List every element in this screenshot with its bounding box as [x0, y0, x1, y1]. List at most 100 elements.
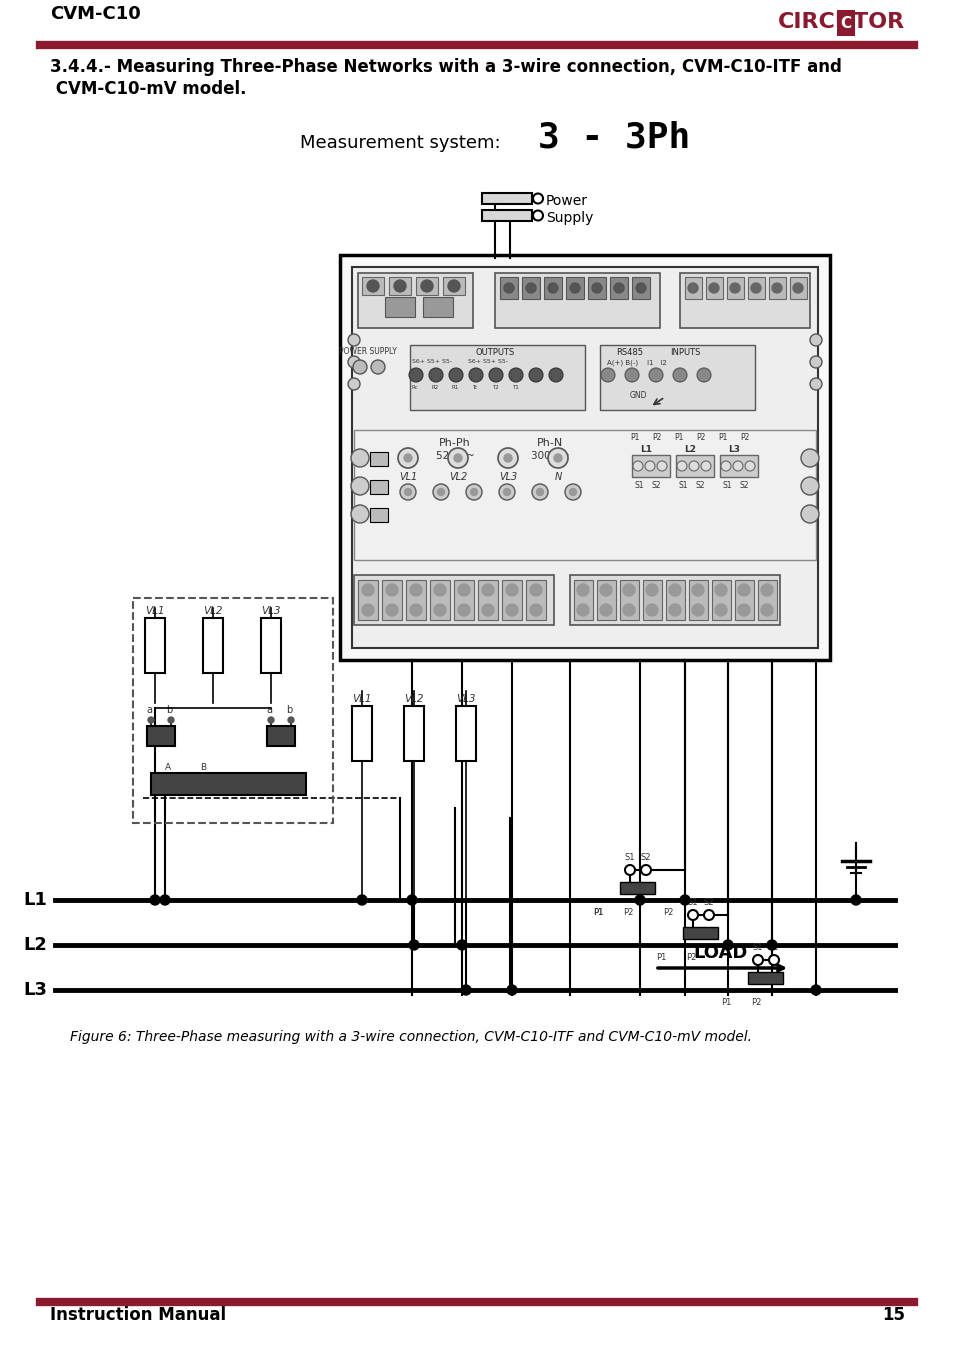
Circle shape: [679, 895, 689, 905]
Circle shape: [168, 717, 173, 724]
Circle shape: [454, 454, 461, 462]
Text: P2: P2: [622, 909, 633, 917]
Text: CVM-C10: CVM-C10: [50, 5, 141, 23]
Text: P2: P2: [685, 953, 696, 963]
Circle shape: [691, 603, 703, 616]
Circle shape: [351, 477, 369, 495]
Circle shape: [645, 585, 658, 595]
Text: INPUTS: INPUTS: [669, 348, 700, 356]
Circle shape: [533, 211, 542, 220]
Bar: [422, 297, 453, 317]
Text: VL1: VL1: [145, 606, 165, 616]
Text: P2: P2: [662, 909, 673, 917]
Text: S2: S2: [640, 853, 651, 863]
Text: L3: L3: [23, 981, 47, 999]
Bar: [430, 580, 450, 620]
Circle shape: [622, 585, 635, 595]
Text: P2: P2: [696, 433, 705, 441]
Circle shape: [624, 865, 635, 875]
Bar: [684, 277, 701, 298]
Circle shape: [394, 279, 406, 292]
Bar: [354, 431, 815, 560]
Circle shape: [809, 356, 821, 369]
Text: Power: Power: [545, 194, 587, 208]
Circle shape: [547, 448, 567, 468]
Bar: [416, 277, 437, 296]
Text: S1: S1: [624, 853, 635, 863]
Text: P1: P1: [655, 953, 665, 963]
Text: VL3: VL3: [456, 694, 476, 703]
Circle shape: [622, 603, 635, 616]
Bar: [495, 273, 659, 328]
Circle shape: [569, 489, 576, 495]
Bar: [543, 277, 561, 298]
Bar: [642, 580, 661, 620]
Bar: [370, 481, 388, 494]
Bar: [682, 927, 718, 940]
Circle shape: [460, 986, 471, 995]
Circle shape: [722, 940, 732, 950]
Circle shape: [351, 450, 369, 467]
Text: Ph-Ph: Ph-Ph: [438, 437, 471, 448]
Circle shape: [600, 369, 615, 382]
Bar: [403, 706, 423, 761]
Text: T2: T2: [491, 385, 497, 390]
Circle shape: [760, 603, 772, 616]
Bar: [381, 580, 401, 620]
Text: b: b: [166, 705, 172, 716]
Circle shape: [353, 360, 367, 374]
Circle shape: [850, 895, 861, 905]
Bar: [711, 580, 730, 620]
Bar: [726, 277, 743, 298]
Bar: [569, 575, 780, 625]
Text: S2: S2: [696, 481, 705, 490]
Bar: [631, 277, 649, 298]
Bar: [679, 273, 809, 328]
Circle shape: [599, 585, 612, 595]
Text: S1: S1: [687, 898, 698, 907]
Circle shape: [548, 369, 562, 382]
Circle shape: [433, 485, 449, 500]
Bar: [354, 575, 554, 625]
Bar: [599, 346, 754, 410]
Bar: [389, 277, 411, 296]
Bar: [565, 277, 583, 298]
Circle shape: [509, 369, 522, 382]
Text: VL1: VL1: [352, 694, 372, 703]
Circle shape: [809, 378, 821, 390]
Circle shape: [599, 603, 612, 616]
Text: L1: L1: [23, 891, 47, 909]
Circle shape: [635, 895, 644, 905]
Text: P1: P1: [592, 909, 602, 917]
Circle shape: [714, 585, 726, 595]
Bar: [261, 618, 281, 674]
Circle shape: [457, 603, 470, 616]
Text: VL1: VL1: [398, 472, 416, 482]
Circle shape: [564, 485, 580, 500]
Circle shape: [738, 585, 749, 595]
Text: N: N: [554, 472, 561, 482]
Bar: [597, 580, 616, 620]
Bar: [499, 277, 517, 298]
Bar: [267, 726, 294, 747]
Circle shape: [668, 603, 680, 616]
Bar: [410, 346, 584, 410]
Circle shape: [760, 585, 772, 595]
Circle shape: [420, 279, 433, 292]
Circle shape: [700, 460, 710, 471]
Circle shape: [809, 333, 821, 346]
Text: S1: S1: [722, 481, 732, 490]
Bar: [525, 580, 545, 620]
Circle shape: [687, 910, 698, 919]
Text: S6+ S5+ S5-: S6+ S5+ S5-: [468, 359, 507, 364]
Circle shape: [801, 505, 818, 522]
Bar: [370, 452, 388, 466]
Text: Ph-N: Ph-N: [537, 437, 562, 448]
Bar: [147, 726, 174, 747]
Bar: [619, 882, 655, 894]
Circle shape: [768, 954, 779, 965]
Circle shape: [529, 369, 542, 382]
Circle shape: [592, 284, 601, 293]
Bar: [339, 255, 829, 660]
Circle shape: [399, 485, 416, 500]
